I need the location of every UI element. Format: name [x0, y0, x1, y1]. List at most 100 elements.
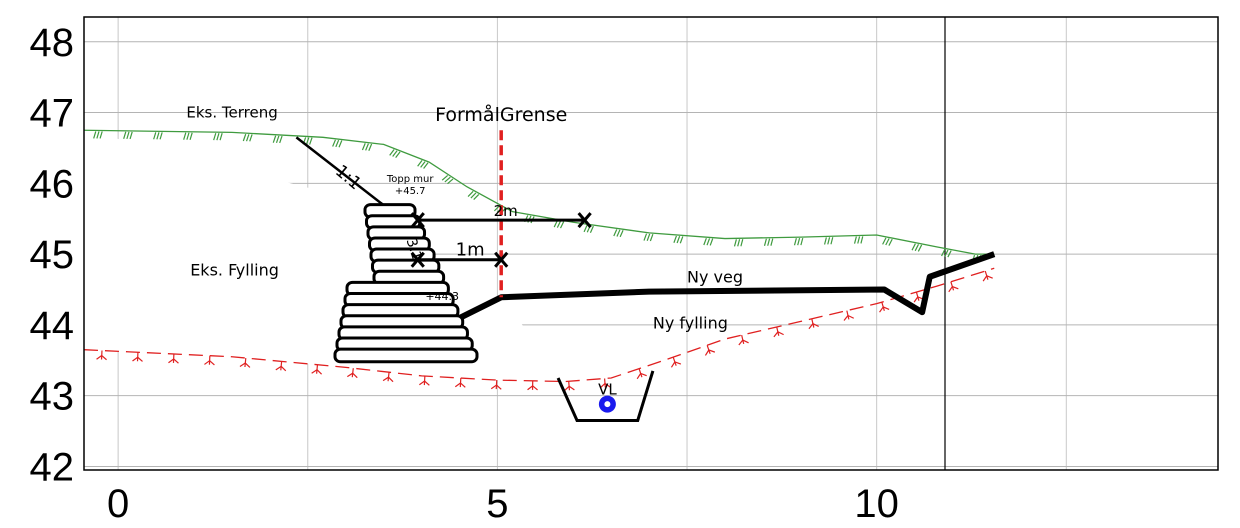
fill-hatch-stroke [670, 361, 676, 368]
fill-hatch-mark [419, 376, 430, 386]
fill-hatch-stroke [387, 372, 390, 382]
fill-hatch-stroke [424, 380, 430, 386]
fill-hatch-stroke [811, 318, 815, 328]
fill-hatch-stroke [532, 385, 538, 391]
fill-hatch-stroke [209, 360, 215, 366]
stone-wall [333, 203, 479, 364]
terrain-hatch-stroke [740, 239, 744, 247]
fill-hatch-mark [704, 345, 716, 356]
x-tick-label: 5 [486, 482, 508, 526]
fill-hatch-mark [275, 361, 287, 372]
terrain-hatch-mark [823, 237, 834, 245]
terrain-hatch-stroke [830, 237, 834, 245]
terrain-hatch-stroke [467, 190, 474, 197]
new-fill-label: Ny fylling [653, 313, 728, 332]
fill-hatch-stroke [280, 365, 287, 372]
fill-hatch-stroke [382, 376, 389, 382]
fill-hatch-stroke [986, 275, 993, 279]
fill-hatch-stroke [564, 385, 570, 392]
fill-hatch-mark [382, 372, 394, 383]
terrain-hatch-stroke [583, 224, 588, 233]
x-tick-label: 10 [854, 482, 899, 526]
terrain-hatch-stroke [767, 238, 771, 246]
terrain-hatch-stroke [857, 236, 861, 244]
terrain-hatch-stroke [646, 233, 651, 241]
terrain-hatch-stroke [673, 235, 677, 243]
fill-hatch-stroke [843, 315, 849, 321]
terrain-hatch-stroke [309, 137, 313, 145]
terrain-hatch-stroke [365, 143, 369, 151]
dim-1m-label: 1m [456, 240, 485, 261]
terrain-hatch-stroke [706, 238, 711, 246]
fill-hatch-stroke [168, 358, 175, 364]
terrain-hatch-stroke [793, 238, 797, 246]
terrain-hatch-stroke [559, 221, 565, 229]
fill-hatch-mark [168, 353, 179, 364]
fill-hatch-stroke [568, 385, 575, 391]
terrain-hatch-stroke [186, 132, 190, 140]
terrain-hatch-mark [643, 233, 654, 242]
fill-hatch-stroke [674, 361, 682, 365]
fill-hatch-stroke [773, 331, 779, 338]
fill-hatch-mark [843, 310, 855, 321]
terrain-hatch-stroke [911, 243, 916, 251]
terrain-hatch-stroke [800, 237, 804, 246]
x-axis-ticks: 0 5 10 [107, 482, 899, 526]
terrain-hatch-stroke [96, 131, 100, 139]
terrain-hatch-mark [153, 132, 163, 140]
fill-hatch-stroke [496, 384, 502, 390]
fill-hatch-stroke [741, 335, 745, 345]
terrain-hatch-mark [93, 131, 103, 139]
fill-hatch-stroke [704, 349, 710, 356]
fill-hatch-mark [773, 326, 784, 338]
fill-hatch-stroke [204, 360, 210, 365]
fill-hatch-stroke [352, 372, 358, 379]
terrain-hatch-mark [213, 132, 223, 141]
y-tick-label: 44 [30, 304, 75, 348]
fill-hatch-stroke [808, 323, 814, 330]
slope-1-1-line [295, 136, 389, 210]
terrain-label: Eks. Terreng [186, 104, 277, 122]
terrain-hatch-stroke [885, 238, 890, 246]
terrain-hatch-stroke [272, 135, 277, 143]
x-tick-label: 0 [107, 482, 129, 526]
fill-hatch-mark [96, 350, 107, 361]
terrain-hatch-stroke [556, 220, 562, 228]
terrain-hatch-stroke [733, 239, 737, 247]
fill-hatch-mark [346, 368, 358, 379]
fill-hatch-stroke [984, 270, 989, 280]
terrain-hatch-stroke [473, 193, 480, 201]
terrain-hatch-stroke [770, 238, 774, 246]
fill-hatch-stroke [672, 356, 677, 366]
terrain-hatch-stroke [189, 132, 193, 140]
fill-hatch-stroke [881, 301, 885, 311]
terrain-hatch-stroke [493, 205, 500, 212]
terrain-hatch-mark [763, 238, 774, 246]
dimension-lines [410, 212, 592, 268]
fill-hatch-stroke [316, 369, 323, 375]
terrain-hatch-stroke [947, 250, 952, 258]
fill-hatch-stroke [316, 364, 319, 374]
terrain-hatch-stroke [709, 238, 714, 246]
fill-hatch-stroke [738, 339, 744, 346]
fill-hatch-stroke [137, 356, 143, 362]
fill-hatch-stroke [915, 291, 920, 301]
fill-hatch-mark [454, 378, 466, 388]
terrain-hatch-stroke [917, 244, 923, 252]
terrain-hatch-mark [361, 143, 373, 151]
terrain-hatch-stroke [183, 132, 187, 140]
terrain-hatch-stroke [305, 137, 310, 145]
dimension-1m-tick [410, 251, 425, 268]
new-road-line [416, 251, 996, 323]
terrain-hatch-mark [441, 174, 454, 185]
fill-boundary-line [83, 267, 995, 383]
terrain-hatch-stroke [444, 176, 451, 183]
fill-hatch-stroke [460, 382, 466, 388]
fill-hatch-mark [670, 356, 682, 368]
fill-hatch-mark [490, 380, 502, 390]
terrain-hatch-stroke [249, 134, 253, 142]
dimension-2m-tick [577, 212, 592, 229]
terrain-hatch-stroke [156, 132, 160, 140]
fill-hatch-stroke [280, 361, 283, 371]
fill-hatch-mark [239, 357, 251, 368]
